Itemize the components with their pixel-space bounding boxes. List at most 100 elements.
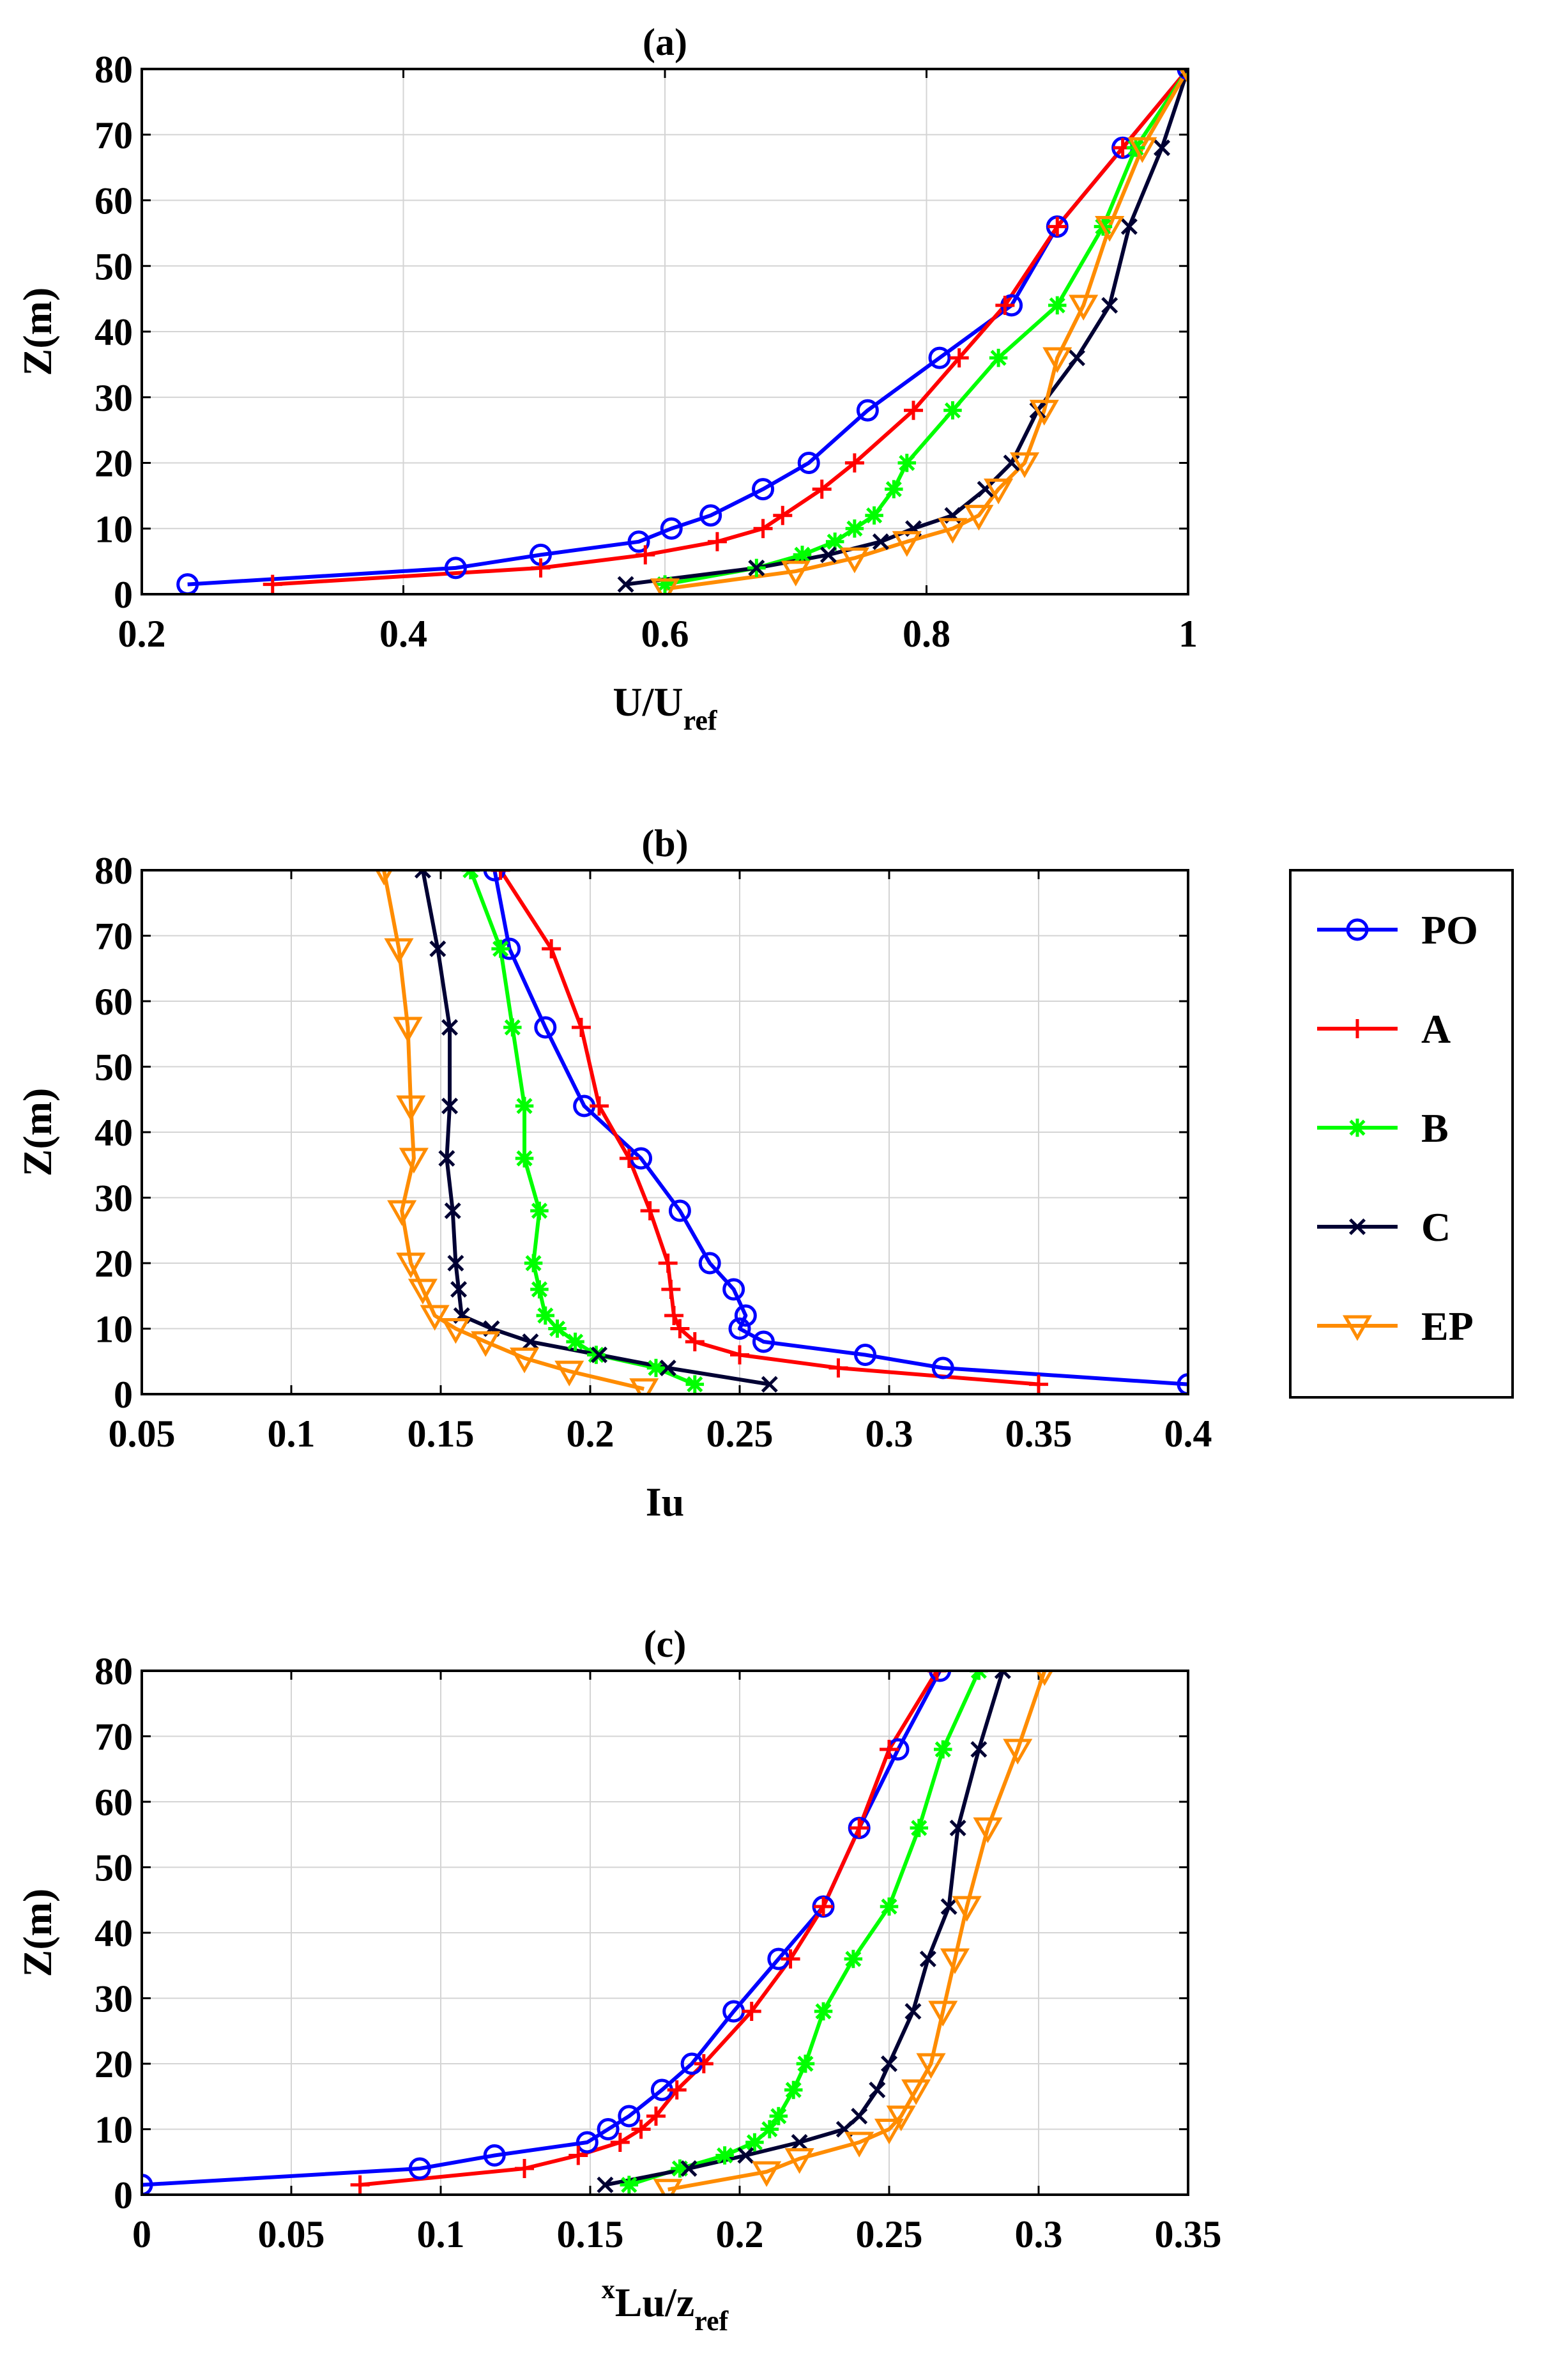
x-tick-label: 0.4 [1164, 1413, 1212, 1455]
data-point-a [781, 1949, 800, 1969]
data-point-b [524, 1254, 543, 1273]
y-tick-label: 60 [95, 180, 133, 222]
data-point-a [742, 2002, 761, 2021]
axes-box-a [141, 68, 1189, 595]
data-point-a [640, 1201, 660, 1220]
panel-title: (b) [641, 822, 688, 864]
data-point-c [597, 2176, 614, 2193]
data-point-c [680, 2160, 698, 2177]
series-line-po [492, 870, 1188, 1386]
y-axis-label: Z(m) [15, 1889, 60, 1977]
grid-a [142, 69, 1188, 594]
data-point-a [1048, 217, 1067, 236]
x-tick-label: 0.6 [641, 613, 689, 655]
data-point-c [791, 2133, 808, 2151]
data-point-a [927, 1671, 947, 1680]
data-point-a [619, 1149, 639, 1168]
x-tick-label: 0.4 [379, 613, 427, 655]
data-point-ep [375, 870, 393, 886]
data-point-c [748, 559, 765, 576]
x-tick-label: 0.25 [706, 1413, 774, 1455]
data-point-po [722, 1278, 745, 1301]
x-tick-label: 0.05 [258, 2213, 325, 2255]
data-point-b [646, 1358, 666, 1378]
data-point-po [618, 2105, 641, 2128]
data-point-a [773, 505, 793, 525]
data-point-a [1029, 1374, 1048, 1394]
data-point-po [928, 346, 951, 369]
data-point-c [994, 1671, 1011, 1680]
legend-marker [1348, 1019, 1367, 1038]
x-tick-label: 0.3 [1015, 2213, 1063, 2255]
y-tick-label: 30 [95, 377, 133, 419]
y-tick-label: 70 [95, 916, 133, 958]
data-point-ep [650, 578, 680, 594]
data-point-ep [408, 1278, 438, 1305]
data-point-ep [396, 1252, 426, 1278]
data-point-po [931, 1356, 954, 1379]
data-point-po [408, 2157, 431, 2180]
x-axis-label-main: Lu/z [615, 2280, 694, 2325]
data-point-b [491, 939, 510, 958]
data-point-a [515, 2159, 535, 2178]
y-tick-label: 70 [95, 114, 133, 157]
data-point-po [444, 557, 467, 580]
data-point-a [636, 545, 655, 565]
x-tick-label: 0.35 [1155, 2213, 1222, 2255]
panel-c: 0 0.05 0.1 0.15 0.2 0.25 0.3 0.35 0 10 20 30 40 50 60 7… [15, 1623, 1222, 2337]
data-point-ep [892, 531, 922, 557]
data-point-b [943, 401, 962, 420]
data-point-a [646, 2107, 666, 2126]
data-point-b [845, 519, 864, 538]
data-point-c [441, 1018, 459, 1036]
x-axis-label-sub: ref [683, 705, 718, 736]
x-tick-label: 0.3 [866, 1413, 913, 1455]
data-point-a [694, 2054, 713, 2073]
data-point-c [904, 2002, 922, 2020]
data-point-b [933, 1740, 952, 1759]
y-tick-label: 10 [95, 508, 133, 550]
data-point-c [919, 1950, 936, 1968]
data-point-po [142, 2174, 153, 2195]
data-point-ep [781, 560, 811, 587]
panel-a: 0.2 0.4 0.6 0.8 101020304050607080(a)U/UrefZ… [15, 21, 1198, 736]
legend-box [1289, 869, 1514, 1399]
x-axis-label-main: U/U [613, 679, 683, 725]
data-point-b [536, 1306, 555, 1325]
data-point-ep [471, 1331, 501, 1357]
data-point-ep [653, 2179, 683, 2195]
y-axis-label: Z(m) [15, 1088, 60, 1177]
data-point-a [828, 1358, 848, 1378]
data-point-ep [384, 938, 414, 964]
data-point-c [949, 1819, 966, 1837]
data-point-b [769, 2107, 788, 2126]
y-tick-label: 0 [114, 574, 133, 616]
data-point-ep [1029, 399, 1059, 426]
x-axis-label: U/Uref [613, 679, 717, 736]
data-point-b [503, 1018, 522, 1037]
y-tick-label: 60 [95, 981, 133, 1023]
data-point-a [568, 2146, 588, 2165]
data-point-a [531, 558, 551, 578]
legend: PO A B C EP [1289, 869, 1514, 1399]
data-point-b [530, 1201, 549, 1220]
y-tick-label: 50 [95, 1047, 133, 1089]
data-point-c [438, 1149, 455, 1167]
data-point-ep [952, 1896, 982, 1922]
data-point-ep [441, 1317, 471, 1344]
data-point-b [1048, 296, 1067, 315]
series-group-c [142, 1671, 1053, 2195]
y-tick-label: 80 [95, 850, 133, 892]
y-tick-label: 10 [95, 1309, 133, 1351]
data-point-ep [916, 2053, 946, 2079]
legend-label: EP [1421, 1303, 1474, 1349]
data-point-a [670, 1319, 690, 1339]
data-point-po [698, 1252, 721, 1275]
y-tick-label: 40 [95, 1912, 133, 1954]
data-point-c [447, 1254, 464, 1272]
data-point-b [885, 480, 903, 498]
data-point-a [995, 295, 1015, 315]
data-point-c [880, 2055, 898, 2073]
data-point-a [730, 1345, 749, 1365]
